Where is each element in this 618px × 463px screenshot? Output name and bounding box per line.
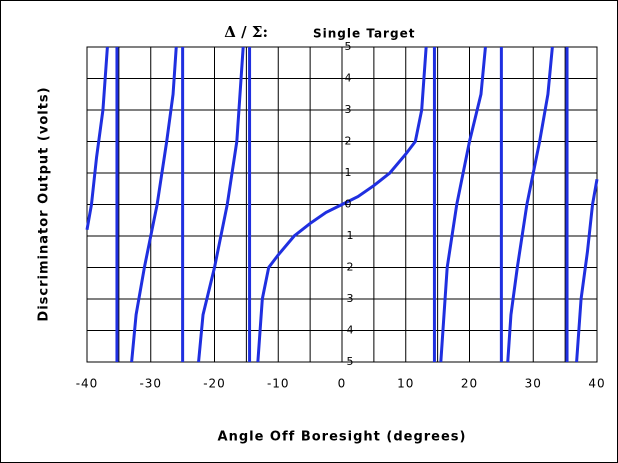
x-tick-label: 20	[461, 377, 478, 391]
x-tick-label: -40	[76, 377, 99, 391]
x-axis-label: Angle Off Boresight (degrees)	[218, 430, 467, 445]
x-tick-label: -30	[139, 377, 162, 391]
y-tick-label: -1	[343, 229, 354, 242]
x-tick-label: 30	[525, 377, 542, 391]
y-tick-label: -5	[343, 355, 354, 368]
y-tick-label: -2	[343, 261, 354, 274]
x-tick-label: 0	[338, 377, 347, 391]
x-tick-label: 10	[397, 377, 414, 391]
y-tick-label: -4	[343, 324, 354, 337]
chart-subtitle: Single Target	[313, 27, 415, 41]
y-tick-label: 5	[345, 40, 352, 53]
y-tick-label: 4	[345, 72, 352, 85]
data-line	[85, 46, 599, 363]
y-tick-label: 3	[345, 103, 352, 116]
chart-title: Δ / Σ:	[224, 23, 268, 41]
x-tick-label: -10	[267, 377, 290, 391]
y-axis-label: Discriminator Output (volts)	[37, 86, 52, 321]
plot-border	[86, 46, 598, 363]
y-tick-label: 2	[345, 135, 352, 148]
x-tick-label: -20	[203, 377, 226, 391]
x-tick-label: 40	[588, 377, 605, 391]
y-tick-label: -3	[343, 292, 354, 305]
y-tick-label: 1	[345, 166, 352, 179]
y-tick-label: 0	[345, 198, 352, 211]
